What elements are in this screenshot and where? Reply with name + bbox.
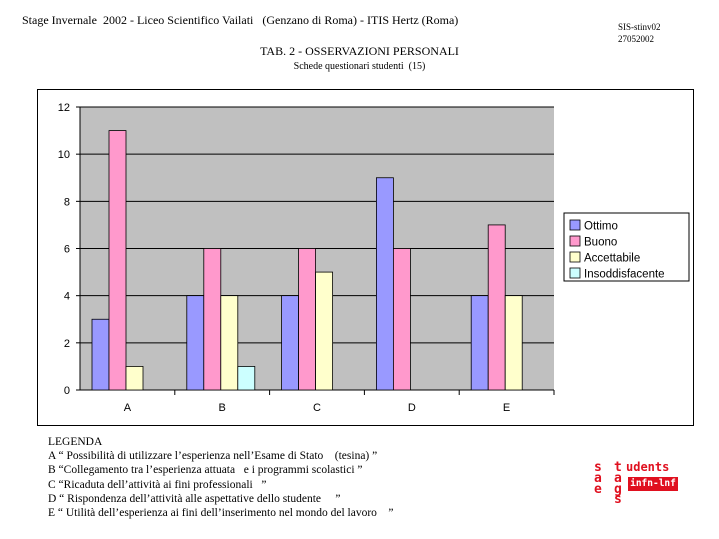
x-tick-label: B [219,402,226,414]
legenda-block: LEGENDA A “ Possibilità di utilizzare l’… [48,435,394,520]
legend-swatch [569,219,581,231]
legend-label: Insoddisfacente [584,269,665,281]
document-code-date: 27052002 [618,34,654,44]
bar [281,295,300,391]
bar [203,248,222,391]
y-tick-label: 10 [58,149,70,161]
document-code: SIS-stinv02 27052002 [618,21,661,45]
legend-label: Buono [584,237,617,249]
page-subtitle: Schede questionari studenti (15) [293,61,426,72]
bar [375,177,394,391]
legend-label: Ottimo [584,221,618,233]
bar [392,248,411,391]
bar [91,318,110,391]
legend-label: Accettabile [584,253,640,265]
legend-swatch [569,251,581,263]
legend-swatch [569,267,581,279]
y-tick-label: 2 [64,338,70,350]
x-tick-label: D [408,402,416,414]
x-tick-label: A [124,402,132,414]
bar [220,295,239,391]
legenda-item-c: C “Ricaduta dell’attività ai fini profes… [48,478,267,491]
bar [237,366,256,391]
y-tick-label: 8 [64,196,70,208]
legenda-item-e: E “ Utilità dell’esperienza ai fini dell… [48,507,394,520]
legenda-item-d: D “ Rispondenza dell’attività alle aspet… [48,492,341,505]
legenda-item-b: B “Collegamento tra l’esperienza attuata… [48,464,363,477]
x-tick-label: E [503,402,510,414]
bar [315,271,334,391]
bar [125,366,144,391]
legend-swatch [569,235,581,247]
bar-chart: 0 2 4 6 8 10 12 A B C D E Ottimo Buono Accettabile Ins… [37,89,694,426]
page-header: Stage Invernale 2002 - Liceo Scientifico… [22,13,459,27]
chart-legend [563,212,690,282]
page-title: TAB. 2 - OSSERVAZIONI PERSONALI [260,44,459,58]
bar [487,224,506,391]
y-tick-label: 0 [64,385,70,397]
legenda-item-a: A “ Possibilità di utilizzare l’esperien… [48,450,378,463]
students-logo: s t udents a a e g s infn-lnf [592,461,682,506]
bar [186,295,205,391]
legenda-heading: LEGENDA [48,436,103,448]
y-tick-label: 4 [64,291,70,303]
y-tick-label: 12 [58,102,70,114]
document-code-id: SIS-stinv02 [618,22,661,32]
bar [470,295,489,391]
y-tick-label: 6 [64,244,70,256]
bar [108,130,127,391]
x-tick-label: C [313,402,321,414]
bar [504,295,523,391]
bar [298,248,317,391]
logo-infn-box: infn-lnf [628,477,678,491]
